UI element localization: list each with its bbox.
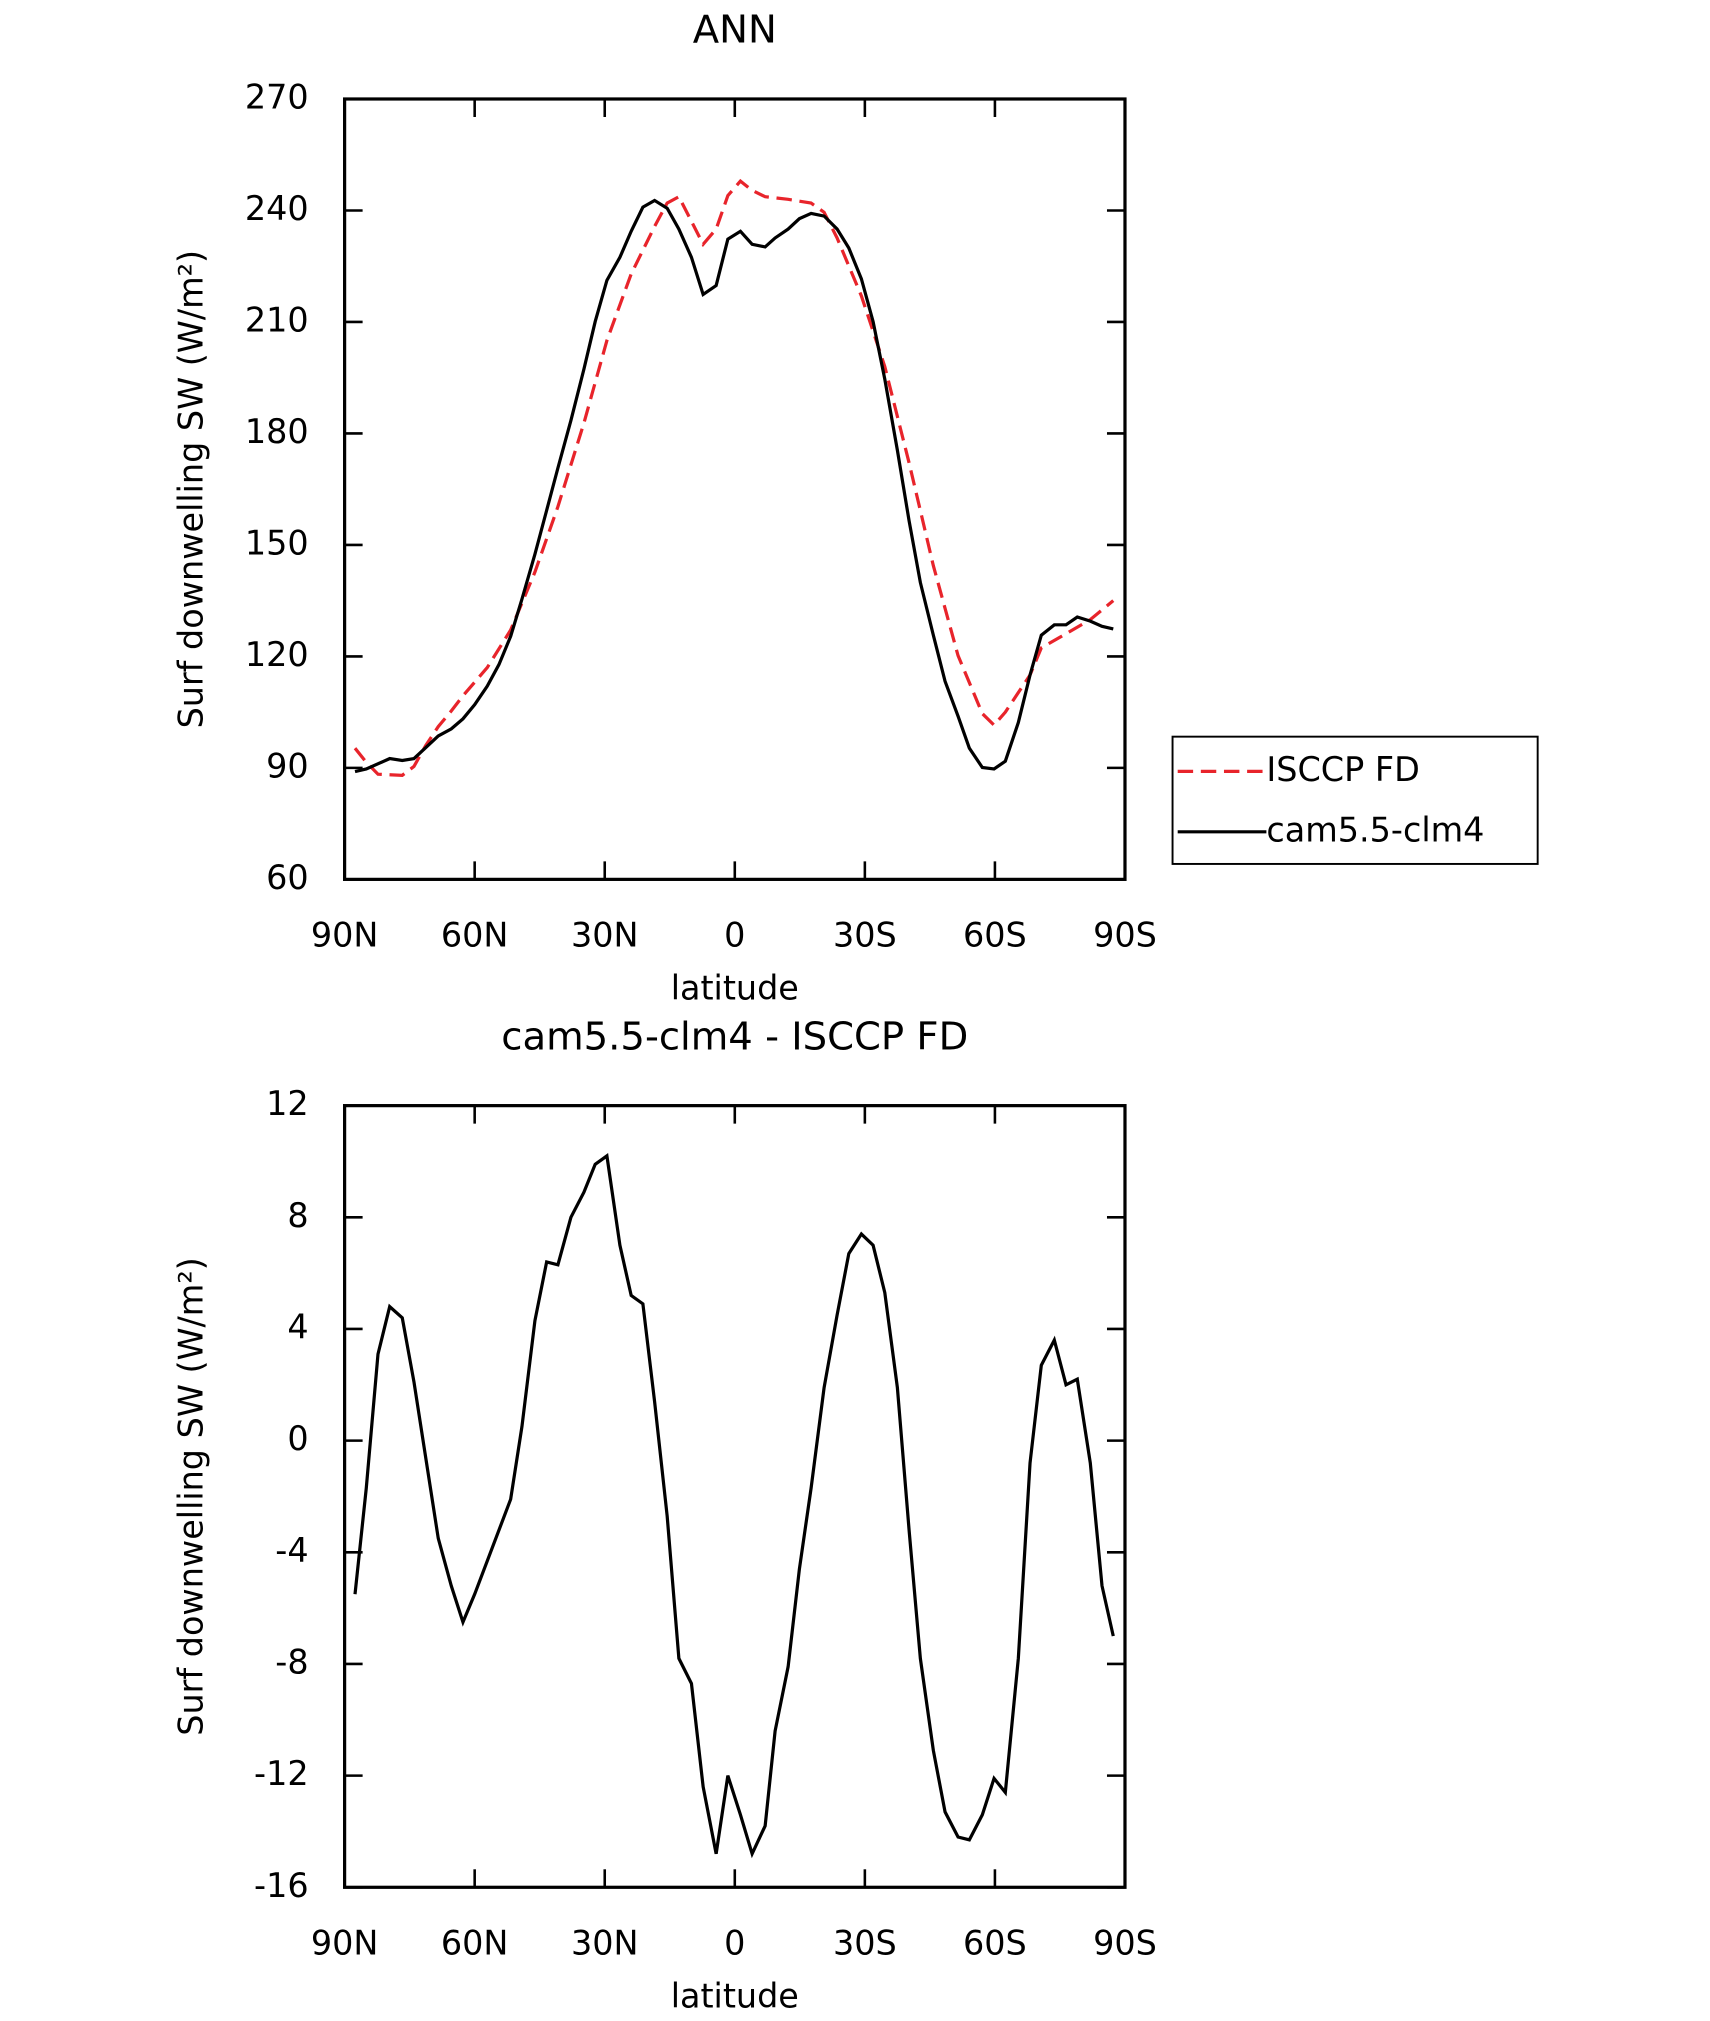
y-tick-label: 90 [266,746,309,785]
y-axis-label: Surf downwelling SW (W/m²) [171,250,210,729]
series-line [353,178,1115,777]
x-tick-label: 30N [571,916,639,955]
y-tick-label: 12 [266,1084,309,1123]
legend-label: cam5.5-clm4 [1266,810,1484,849]
x-tick-label: 0 [724,916,745,955]
x-tick-label: 30N [571,1924,639,1963]
y-tick-label: -8 [275,1642,308,1681]
x-tick-label: 30S [833,1924,897,1963]
x-tick-label: 90N [311,1924,379,1963]
y-tick-label: 150 [245,523,309,562]
y-axis-label: Surf downwelling SW (W/m²) [171,1257,210,1736]
plot-frame [343,97,1127,881]
y-tick-label: 8 [287,1196,308,1235]
plot-frame [343,1104,1127,1889]
legend-box [1171,735,1539,865]
x-tick-label: 60S [963,1924,1027,1963]
legend-label: ISCCP FD [1266,750,1419,789]
y-tick-label: 4 [287,1307,308,1346]
y-tick-label: 240 [245,189,309,228]
x-tick-label: 60N [441,916,509,955]
y-tick-label: -4 [275,1531,308,1570]
chart-title: ANN [693,8,777,53]
chart-title: cam5.5-clm4 - ISCCP FD [501,1014,968,1059]
y-tick-label: 210 [245,300,309,339]
y-tick-label: -12 [254,1754,309,1793]
series-line [353,1153,1115,1859]
y-tick-label: 270 [245,77,309,116]
y-tick-label: 180 [245,412,309,451]
y-tick-label: 60 [266,858,309,897]
x-tick-label: 30S [833,916,897,955]
x-tick-label: 90N [311,916,379,955]
x-axis-label: latitude [671,1976,799,2015]
series-line [354,198,1114,774]
y-tick-label: 0 [287,1419,308,1458]
x-tick-label: 60S [963,916,1027,955]
y-tick-label: -16 [254,1866,309,1905]
x-tick-label: 60N [441,1924,509,1963]
x-tick-label: 90S [1093,1924,1157,1963]
x-tick-label: 90S [1093,916,1157,955]
x-axis-label: latitude [671,968,799,1007]
x-tick-label: 0 [724,1924,745,1963]
y-tick-label: 120 [245,635,309,674]
